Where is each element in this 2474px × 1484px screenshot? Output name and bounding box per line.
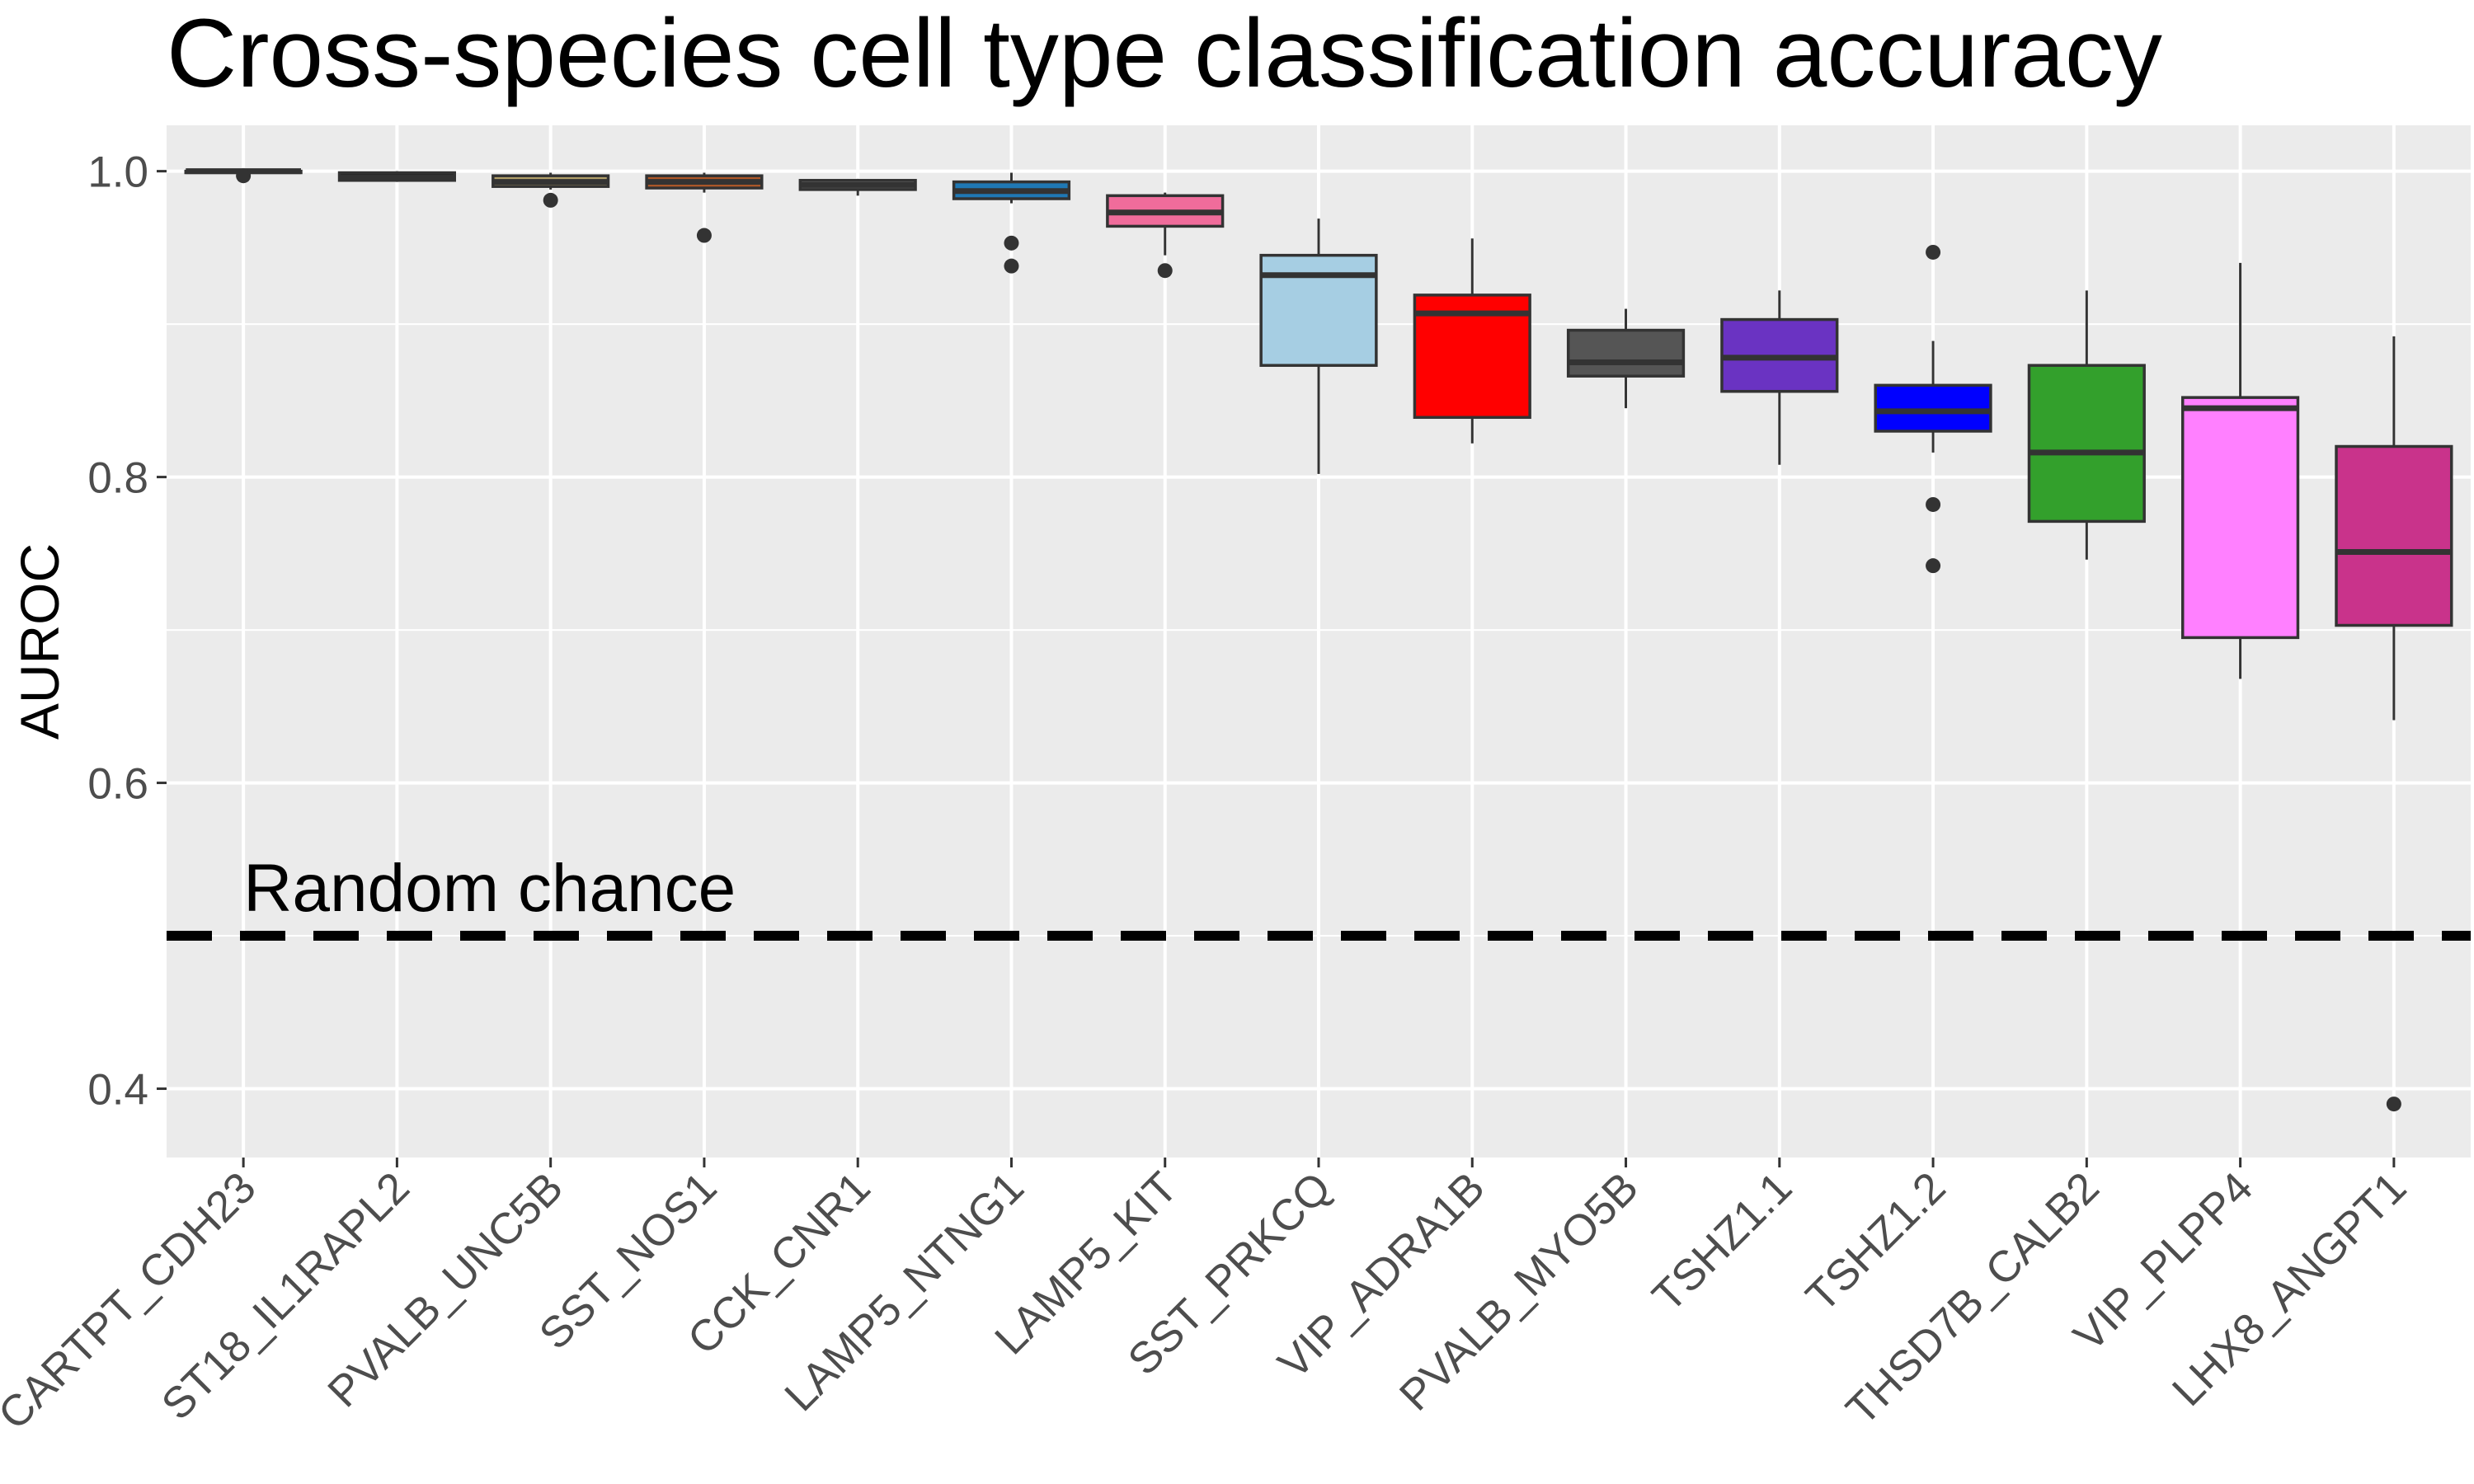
- x-tick-label: CARTPT_CDH23: [0, 1163, 266, 1439]
- outlier-point: [1926, 244, 1941, 260]
- outlier-point: [236, 168, 252, 184]
- reference-line-group: Random chance: [167, 851, 2471, 942]
- box-lamp5_kit: [1106, 192, 1225, 279]
- y-axis-label: AUROC: [9, 543, 70, 740]
- y-tick-label: 0.4: [87, 1066, 148, 1115]
- y-tick-label: 1.0: [87, 148, 148, 197]
- outlier-point: [696, 228, 712, 243]
- y-tick-label: 0.8: [87, 454, 148, 503]
- outlier-point: [1926, 558, 1941, 574]
- box-iqr: [1566, 328, 1686, 378]
- box-thsd7b_calb2: [2027, 290, 2146, 560]
- box-cartpt_cdh23: [184, 168, 303, 184]
- outlier-point: [2386, 1097, 2401, 1112]
- box-pvalb_myo5b: [1566, 308, 1686, 409]
- box-lhx8_angpt1: [2335, 336, 2453, 1112]
- box-tshz1.2: [1874, 244, 1992, 574]
- outlier-point: [1004, 258, 1019, 274]
- outlier-point: [543, 192, 558, 208]
- x-tick-label: THSD7B_CALB2: [1837, 1163, 2109, 1435]
- boxes: [184, 168, 2453, 1112]
- outlier-point: [1157, 263, 1173, 279]
- outlier-point: [1004, 235, 1019, 251]
- box-tshz1.1: [1720, 290, 1839, 465]
- x-tick-label: TSHZ1.1: [1644, 1163, 1802, 1322]
- box-sst_nos1: [645, 172, 764, 243]
- chart-title: Cross-species cell type classification a…: [167, 0, 2162, 108]
- box-iqr: [2335, 444, 2453, 627]
- box-cck_cnr1: [798, 178, 917, 196]
- random-chance-label: Random chance: [243, 851, 736, 926]
- x-tick-label: TSHZ1.2: [1797, 1163, 1955, 1322]
- box-pvalb_unc5b: [492, 172, 610, 208]
- box-vip_plpp4: [2181, 262, 2300, 679]
- box-sst_prkcq: [1259, 218, 1378, 474]
- box-iqr: [1259, 253, 1378, 367]
- outlier-point: [1926, 496, 1941, 512]
- box-iqr: [1874, 383, 1992, 433]
- box-iqr: [2027, 364, 2146, 524]
- box-vip_adra1b: [1413, 238, 1531, 444]
- y-tick-label: 0.6: [87, 760, 148, 809]
- box-lamp5_ntng1: [952, 172, 1071, 274]
- box-iqr: [2181, 396, 2300, 640]
- box-st18_il1rapl2: [337, 171, 456, 182]
